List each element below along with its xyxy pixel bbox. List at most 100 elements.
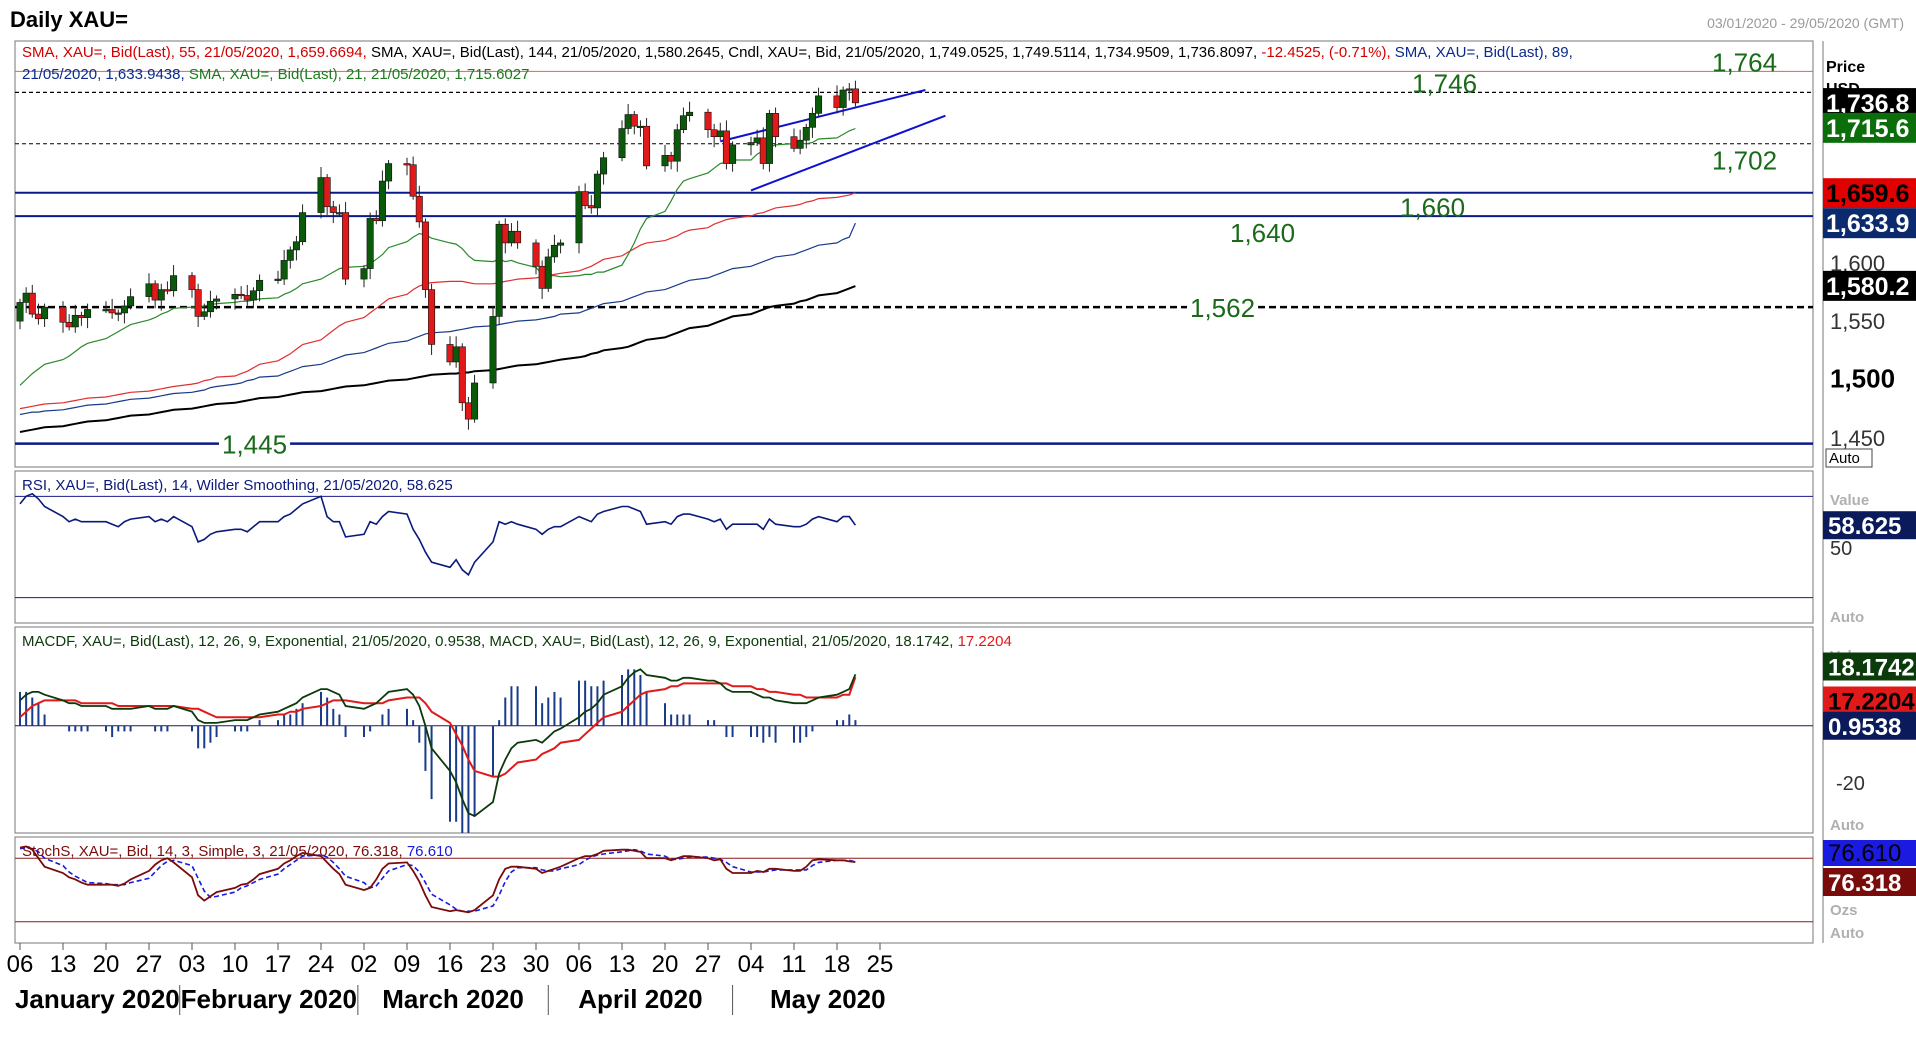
candle-body	[464, 402, 472, 420]
candle-body	[16, 302, 24, 322]
x-month-label: May 2020	[770, 984, 886, 1014]
x-day-label: 20	[652, 951, 679, 978]
legend-item: -12.4525, (-0.71%),	[1261, 44, 1394, 61]
rsi-axis-header: Value	[1830, 492, 1869, 509]
price-axis-tag: 1,659.6	[1826, 180, 1909, 208]
macd-tag-bg	[1823, 652, 1916, 681]
level-label-1562: 1,562	[1190, 293, 1255, 323]
candle-body	[796, 139, 804, 149]
price-axis-tag: 1,580.2	[1826, 273, 1909, 301]
macd-auto-label: Auto	[1830, 817, 1864, 834]
candle-body	[636, 125, 644, 128]
candle-body	[194, 289, 202, 317]
candle-body	[34, 313, 42, 320]
candle-body	[188, 275, 196, 290]
candle-body	[415, 195, 423, 223]
chart-title: Daily XAU=	[10, 7, 128, 32]
candle-body	[170, 275, 178, 292]
stoch-d-line	[19, 846, 856, 913]
level-label-bg	[1187, 293, 1259, 324]
stoch-tag-k: 76.318	[1828, 870, 1901, 897]
candle-body	[323, 177, 331, 208]
sma21-line	[19, 127, 856, 386]
legend-item: SMA, XAU=, Bid(Last), 55, 21/05/2020, 1,…	[22, 44, 371, 61]
candle-body	[127, 296, 135, 307]
candle-body	[329, 206, 337, 213]
price-level-lines	[15, 70, 1813, 445]
macd-tag: 17.2204	[1828, 688, 1915, 715]
candle-body	[593, 173, 601, 209]
price-legend-line-2: 21/05/2020, 1,633.9438, SMA, XAU=, Bid(L…	[22, 66, 529, 83]
candle-body	[716, 130, 724, 138]
candle-body	[630, 114, 638, 127]
candle-body	[686, 111, 694, 116]
stoch-tag-bg	[1823, 868, 1916, 896]
candle-body	[409, 164, 417, 197]
x-day-label: 02	[351, 951, 378, 978]
price-auto-button	[1825, 448, 1873, 468]
x-day-label: 23	[480, 951, 507, 978]
candle-body	[618, 128, 626, 159]
rsi-legend: RSI, XAU=, Bid(Last), 14, Wilder Smoothi…	[22, 477, 453, 494]
x-day-label: 16	[437, 951, 464, 978]
price-axis-tag-bg	[1823, 178, 1916, 209]
x-day-label: 20	[93, 951, 120, 978]
x-day-label: 27	[136, 951, 163, 978]
macd-legend-main: MACDF, XAU=, Bid(Last), 12, 26, 9, Expon…	[22, 633, 958, 650]
candle-body	[722, 130, 730, 164]
candle-body	[458, 346, 466, 404]
stoch-panel-frame	[14, 836, 1814, 944]
macd-panel-frame	[14, 626, 1814, 834]
x-day-label: 13	[609, 951, 636, 978]
legend-item: 21/05/2020, 1,633.9438,	[22, 66, 189, 83]
candle-body	[661, 155, 669, 167]
candle-body	[157, 289, 165, 301]
x-month-label: February 2020	[181, 984, 357, 1014]
candle-body	[237, 293, 245, 297]
candle-body	[446, 344, 454, 363]
x-month-label: March 2020	[382, 984, 524, 1014]
rsi-tick-50: 50	[1830, 538, 1852, 560]
stoch-k-line	[19, 845, 856, 914]
level-label-1764: 1,764	[1712, 47, 1777, 77]
level-label-1746: 1,746	[1412, 68, 1477, 98]
candle-body	[286, 249, 294, 261]
price-axis: PriceUSD1,6001,5501,5001,4501,736.81,715…	[1823, 59, 1916, 468]
candle-body	[428, 289, 436, 345]
candle-body	[808, 113, 816, 128]
rsi-panel: RSI, XAU=, Bid(Last), 14, Wilder Smoothi…	[15, 477, 1916, 626]
candle-body	[815, 95, 823, 114]
rsi-auto-label: Auto	[1830, 609, 1864, 626]
candle-body	[507, 230, 515, 244]
stoch-axis-header: Ozs	[1830, 902, 1858, 919]
stoch-tag-bg	[1823, 840, 1916, 866]
candle-body	[317, 177, 325, 213]
candle-body	[729, 144, 737, 164]
x-day-label: 13	[50, 951, 77, 978]
candle-body	[206, 300, 214, 313]
date-range: 03/01/2020 - 29/05/2020 (GMT)	[1707, 15, 1904, 31]
price-auto-label: Auto	[1829, 450, 1860, 467]
x-month-label: April 2020	[578, 984, 702, 1014]
candle-body	[538, 265, 546, 289]
macd-panel: MACDF, XAU=, Bid(Last), 12, 26, 9, Expon…	[15, 633, 1916, 834]
stoch-legend-main: StochS, XAU=, Bid, 14, 3, Simple, 3, 21/…	[22, 843, 407, 860]
price-legend-line-1: SMA, XAU=, Bid(Last), 55, 21/05/2020, 1,…	[22, 44, 1573, 61]
candle-body	[471, 382, 479, 420]
candle-body	[249, 290, 257, 301]
candle-body	[421, 221, 429, 290]
candle-body	[710, 129, 718, 138]
x-day-label: 06	[7, 951, 34, 978]
x-day-label: 25	[867, 951, 894, 978]
candle-body	[845, 88, 853, 91]
candle-body	[557, 242, 565, 246]
candle-body	[624, 114, 632, 129]
macd-tag: 0.9538	[1828, 714, 1901, 741]
price-axis-tag-bg	[1823, 270, 1916, 301]
candle-body	[378, 180, 386, 222]
stoch-legend-d: 76.610	[407, 843, 453, 860]
candle-body	[452, 346, 460, 363]
candle-body	[501, 223, 509, 244]
